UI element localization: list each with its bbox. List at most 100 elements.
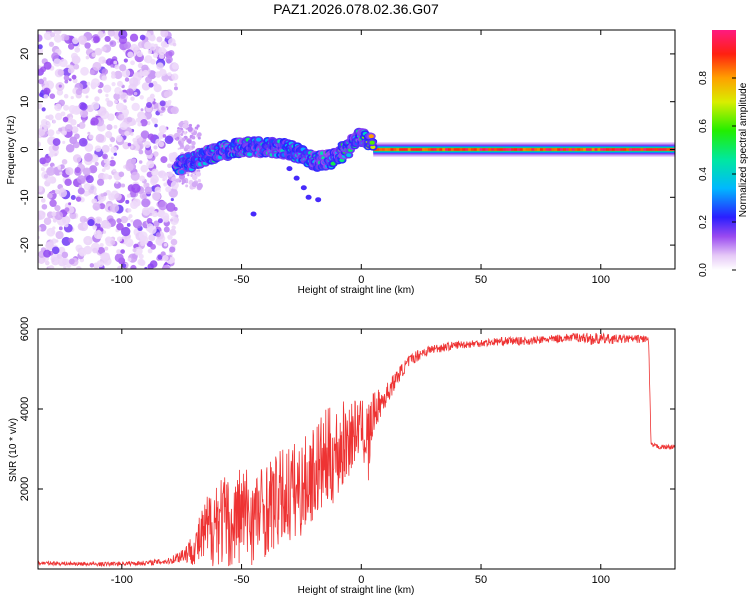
noise-speckle — [89, 263, 95, 268]
noise-speckle — [80, 103, 88, 111]
tone-core — [450, 148, 455, 151]
noise-speckle — [150, 175, 159, 184]
noise-speckle — [191, 140, 196, 146]
noise-speckle — [66, 114, 71, 118]
noise-speckle — [38, 64, 41, 70]
noise-speckle — [70, 195, 76, 201]
tone-core — [445, 148, 449, 151]
noise-speckle — [49, 199, 57, 207]
tone-core — [404, 148, 409, 151]
tone-core — [468, 148, 472, 151]
noise-speckle — [89, 69, 95, 76]
tone-core — [519, 148, 524, 151]
tone-core — [557, 148, 561, 151]
tone-core — [545, 148, 549, 151]
noise-speckle — [127, 142, 132, 147]
noise-speckle — [150, 59, 156, 65]
tone-core — [508, 148, 512, 151]
noise-speckle — [129, 33, 139, 42]
spectrogram-x-ticks: -100 -50 0 50 100 — [111, 30, 610, 286]
noise-speckle — [170, 210, 177, 217]
noise-speckle — [92, 247, 98, 254]
noise-speckle — [197, 136, 201, 140]
tone-core — [597, 148, 601, 151]
noise-speckle — [146, 102, 153, 109]
noise-speckle — [152, 101, 156, 105]
tone-core — [505, 148, 509, 151]
noise-speckle — [92, 61, 102, 71]
noise-speckle — [167, 72, 172, 77]
noise-speckle — [116, 222, 124, 231]
tone-core — [548, 148, 552, 151]
tone-core — [577, 148, 581, 151]
noise-speckle — [38, 226, 42, 232]
noise-speckle — [194, 128, 198, 132]
noise-speckle — [170, 216, 179, 225]
tone-core — [462, 148, 466, 151]
noise-speckle — [126, 88, 134, 96]
noise-speckle — [51, 189, 56, 194]
noise-speckle — [74, 46, 81, 53]
noise-speckle — [88, 134, 94, 140]
noise-speckle — [140, 108, 144, 112]
noise-speckle — [54, 103, 62, 112]
noise-speckle — [41, 107, 46, 112]
noise-speckle — [64, 178, 72, 187]
noise-speckle — [83, 190, 90, 197]
noise-speckle — [107, 113, 115, 121]
tone-core — [634, 148, 638, 151]
noise-speckle — [196, 182, 203, 189]
noise-speckle — [67, 67, 74, 74]
noise-speckle — [111, 73, 116, 79]
tone-core — [565, 148, 569, 151]
noise-speckle — [149, 34, 156, 42]
noise-speckle — [120, 226, 131, 237]
noise-speckle — [43, 93, 49, 99]
noise-speckle — [65, 167, 74, 176]
noise-speckle — [165, 55, 173, 64]
noise-speckle — [133, 141, 138, 146]
noise-speckle — [43, 127, 48, 132]
noise-speckle — [84, 42, 91, 49]
noise-speckle — [159, 112, 163, 117]
noise-speckle — [171, 62, 179, 70]
tone-core — [496, 148, 501, 151]
noise-speckle — [56, 253, 63, 260]
noise-speckle — [167, 234, 173, 240]
noise-speckle — [160, 156, 168, 164]
noise-speckle — [191, 181, 198, 188]
snr-plot-area — [38, 332, 675, 568]
noise-speckle — [105, 58, 114, 66]
noise-speckle — [82, 167, 91, 176]
colorbar-tick-label: 0.6 — [698, 119, 709, 133]
noise-speckle — [126, 116, 133, 123]
tone-core — [643, 148, 647, 151]
noise-speckle — [91, 52, 97, 58]
tone-core — [568, 148, 572, 151]
noise-speckle — [147, 248, 153, 254]
noise-speckle — [161, 106, 165, 111]
noise-speckle — [177, 147, 180, 150]
noise-speckle — [115, 102, 125, 112]
y-tick-label: 10 — [19, 96, 31, 108]
tone-core — [399, 148, 403, 151]
noise-speckle — [162, 254, 169, 262]
noise-speckle — [158, 47, 167, 56]
noise-speckle — [174, 82, 178, 87]
noise-speckle — [124, 77, 130, 82]
ridge-blob — [255, 137, 262, 142]
x-tick-label: 50 — [475, 274, 487, 286]
noise-speckle — [93, 230, 103, 240]
noise-speckle — [43, 249, 52, 258]
noise-speckle — [162, 215, 170, 223]
noise-speckle — [121, 183, 126, 188]
tone-core — [402, 148, 406, 151]
noise-speckle — [48, 41, 55, 47]
tone-core — [560, 148, 564, 151]
noise-speckle — [113, 99, 118, 104]
noise-speckle — [74, 166, 81, 174]
tone-core — [580, 148, 584, 151]
noise-speckle — [116, 135, 123, 143]
noise-speckle — [45, 241, 55, 251]
noise-speckle — [51, 52, 59, 61]
